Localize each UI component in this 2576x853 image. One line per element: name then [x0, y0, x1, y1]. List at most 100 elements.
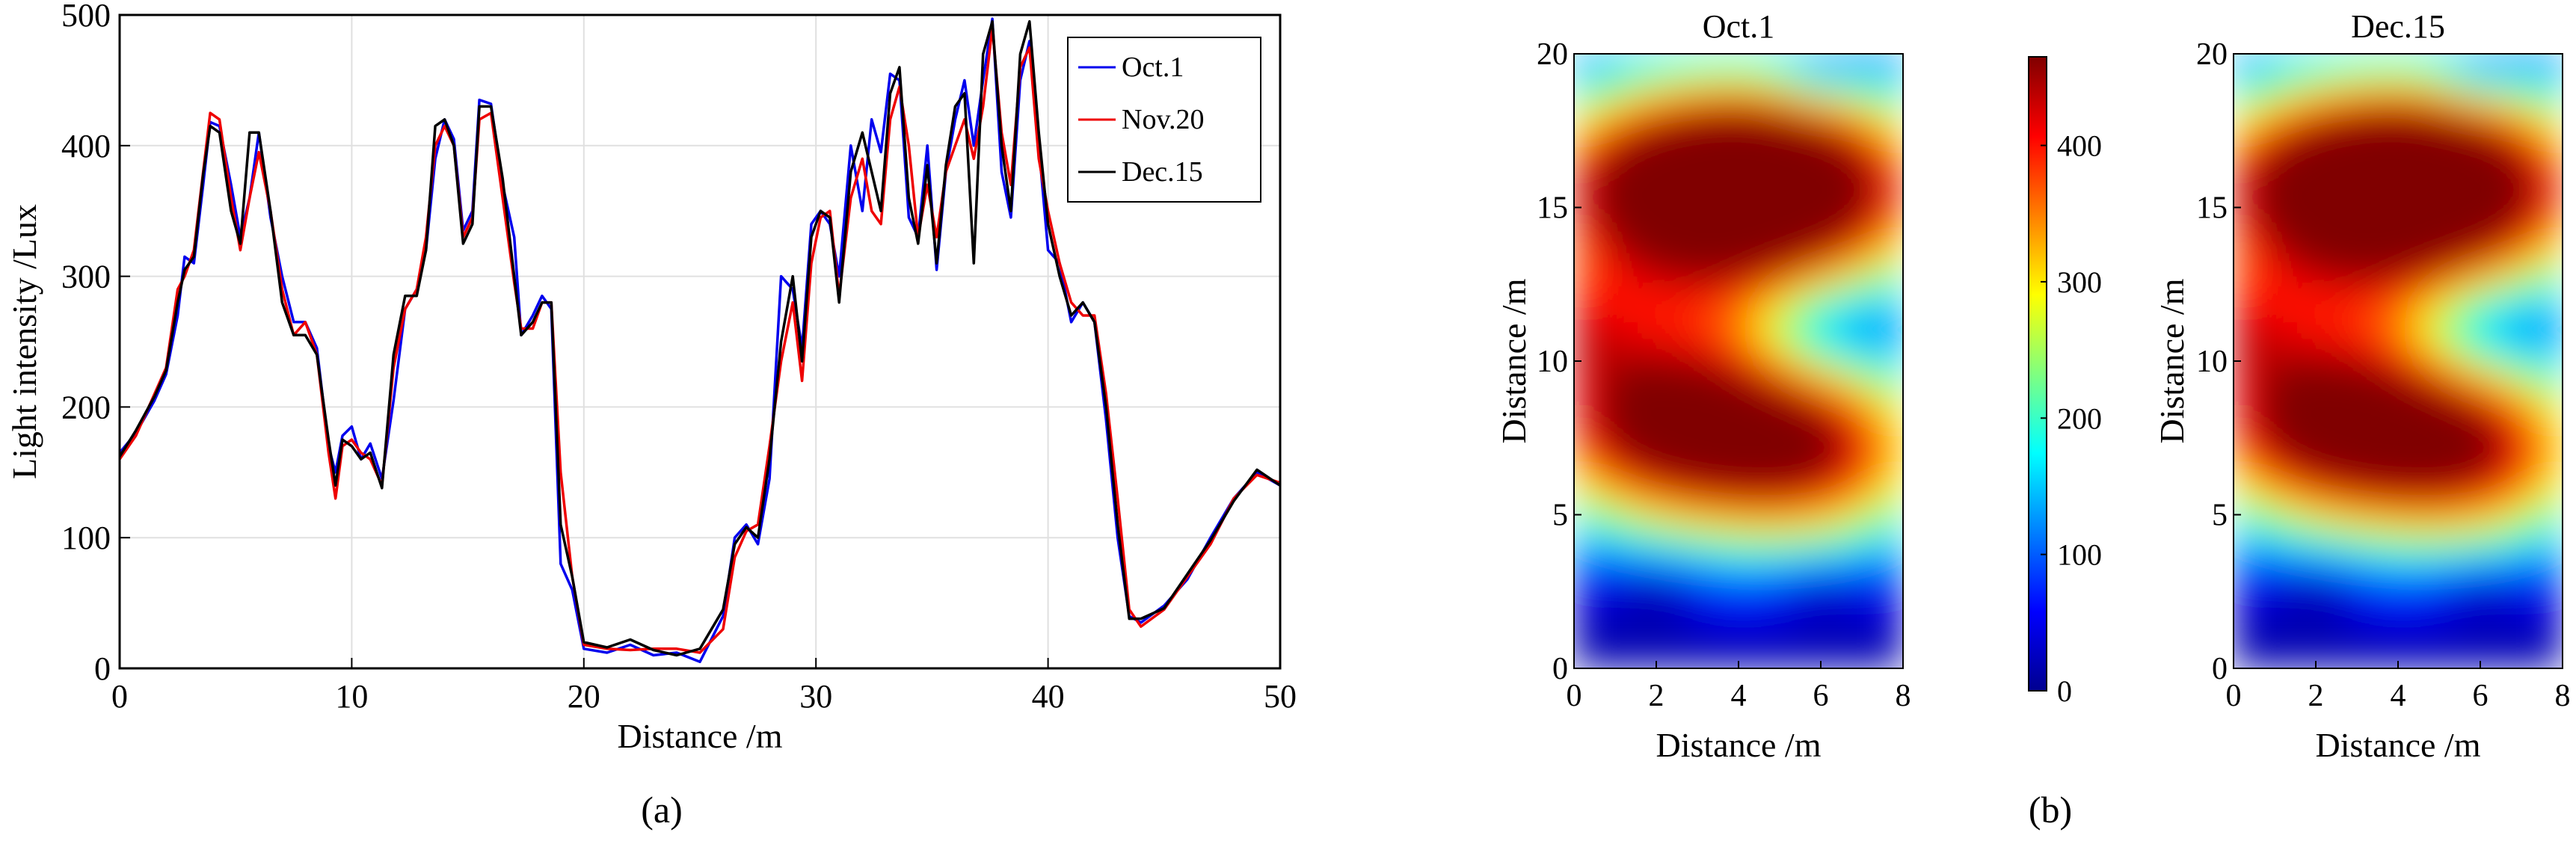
heatmap-cell [1845, 599, 1854, 608]
heatmap-cell [2241, 345, 2251, 354]
heatmap-cell [1828, 54, 1838, 62]
heatmap-cell [1688, 360, 1698, 369]
heatmap-cell [1647, 222, 1657, 231]
heatmap-cell [1878, 368, 1887, 378]
heatmap-cell [1869, 199, 1879, 208]
heatmap-cell [2381, 215, 2391, 224]
heatmap-cell [1886, 560, 1896, 569]
heatmap-cell [2348, 537, 2358, 546]
heatmap-cell [2331, 637, 2341, 646]
heatmap-cell [1795, 360, 1805, 369]
heatmap-cell [1828, 353, 1838, 362]
heatmap-cell [1647, 145, 1657, 155]
heatmap-cell [1771, 322, 1780, 331]
heatmap-cell [1688, 422, 1698, 431]
heatmap-cell [1787, 660, 1797, 668]
heatmap-cell [1779, 114, 1789, 123]
heatmap-cell [1614, 307, 1624, 315]
heatmap-cell [1614, 345, 1624, 354]
heatmap-cell [2257, 468, 2267, 477]
heatmap-cell [2290, 199, 2300, 208]
heatmap-cell [1697, 114, 1706, 123]
heatmap-cell [2241, 506, 2251, 515]
heatmap-cell [1631, 122, 1641, 132]
heatmap-cell [1639, 69, 1649, 78]
heatmap-cell [1705, 54, 1715, 62]
heatmap-cell [1697, 514, 1706, 523]
heatmap-cell [1730, 260, 1739, 270]
heatmap-cell [2331, 99, 2341, 108]
heatmap-cell [1746, 292, 1756, 301]
heatmap-cell [1680, 422, 1690, 431]
heatmap-cell [1664, 576, 1673, 585]
heatmap-cell [1631, 307, 1641, 315]
heatmap-cell [1804, 368, 1813, 378]
heatmap-cell [2340, 422, 2349, 431]
heatmap-cell [1762, 599, 1772, 608]
heatmap-cell [1721, 322, 1731, 331]
heatmap-cell [1647, 637, 1657, 646]
heatmap-cell [2323, 407, 2333, 416]
heatmap-cell [2249, 260, 2259, 270]
heatmap-cell [1581, 114, 1591, 123]
heatmap-cell [1574, 299, 1583, 308]
heatmap-cell [1664, 314, 1673, 324]
heatmap-cell [1738, 253, 1747, 262]
heatmap-cell [1812, 445, 1822, 454]
heatmap-cell [2373, 230, 2382, 239]
heatmap-cell [2257, 621, 2267, 631]
heatmap-cell [2389, 414, 2399, 423]
heatmap-cell [2257, 445, 2267, 454]
heatmap-cell [1705, 322, 1715, 331]
heatmap-cell [1738, 529, 1747, 538]
legend-label-oct1: Oct.1 [1122, 52, 1184, 83]
heatmap-cell [2234, 314, 2243, 324]
heatmap-cell [1861, 591, 1871, 600]
heatmap-cell [2266, 429, 2275, 439]
heatmap-cell [2274, 368, 2284, 378]
heatmap-cell [1574, 414, 1583, 423]
heatmap-cell [1721, 268, 1731, 277]
heatmap-cell [1754, 614, 1764, 623]
heatmap-cell [1836, 292, 1846, 301]
heatmap-cell [2249, 91, 2259, 101]
heatmap-cell [1812, 522, 1822, 531]
heatmap-cell [1647, 407, 1657, 416]
heatmap-cell [1795, 529, 1805, 538]
heatmap-cell [1614, 353, 1624, 362]
heatmap-cell [2282, 238, 2292, 247]
heatmap-cell [1639, 238, 1649, 247]
heatmap-cell [2356, 644, 2366, 653]
heatmap-cell [1861, 84, 1871, 93]
heatmap-cell [1656, 437, 1665, 446]
heatmap-cell [2340, 560, 2349, 569]
heatmap-cell [2340, 360, 2349, 369]
heatmap-cell [1688, 322, 1698, 331]
heatmap-cell [1697, 407, 1706, 416]
heatmap-cell [1730, 191, 1739, 200]
heatmap-cell [2373, 398, 2382, 408]
heatmap-cell [2397, 69, 2407, 78]
heatmap-cell [1771, 345, 1780, 354]
heatmap-cell [1795, 84, 1805, 93]
heatmap-cell [1820, 191, 1830, 200]
heatmap-cell [1656, 384, 1665, 392]
heatmap-cell [1853, 660, 1863, 668]
heatmap-cell [1614, 499, 1624, 508]
heatmap-cell [1606, 629, 1616, 638]
heatmap-cell [2290, 468, 2300, 477]
heatmap-cell [1754, 84, 1764, 93]
colorbar-tick-label: 100 [2057, 538, 2102, 572]
heatmap-cell [2307, 222, 2317, 231]
heatmap-cell [1738, 322, 1747, 331]
heatmap-cell [2364, 637, 2374, 646]
heatmap-cell [1721, 461, 1731, 469]
y-tick-label: 15 [1537, 191, 1568, 226]
heatmap-cell [1771, 398, 1780, 408]
heatmap-cell [2340, 414, 2349, 423]
heatmap-cell [2373, 322, 2382, 331]
heatmap-cell [1787, 576, 1797, 585]
heatmap-cell [1647, 545, 1657, 554]
heatmap-cell [1623, 161, 1632, 170]
heatmap-cell [2282, 145, 2292, 155]
